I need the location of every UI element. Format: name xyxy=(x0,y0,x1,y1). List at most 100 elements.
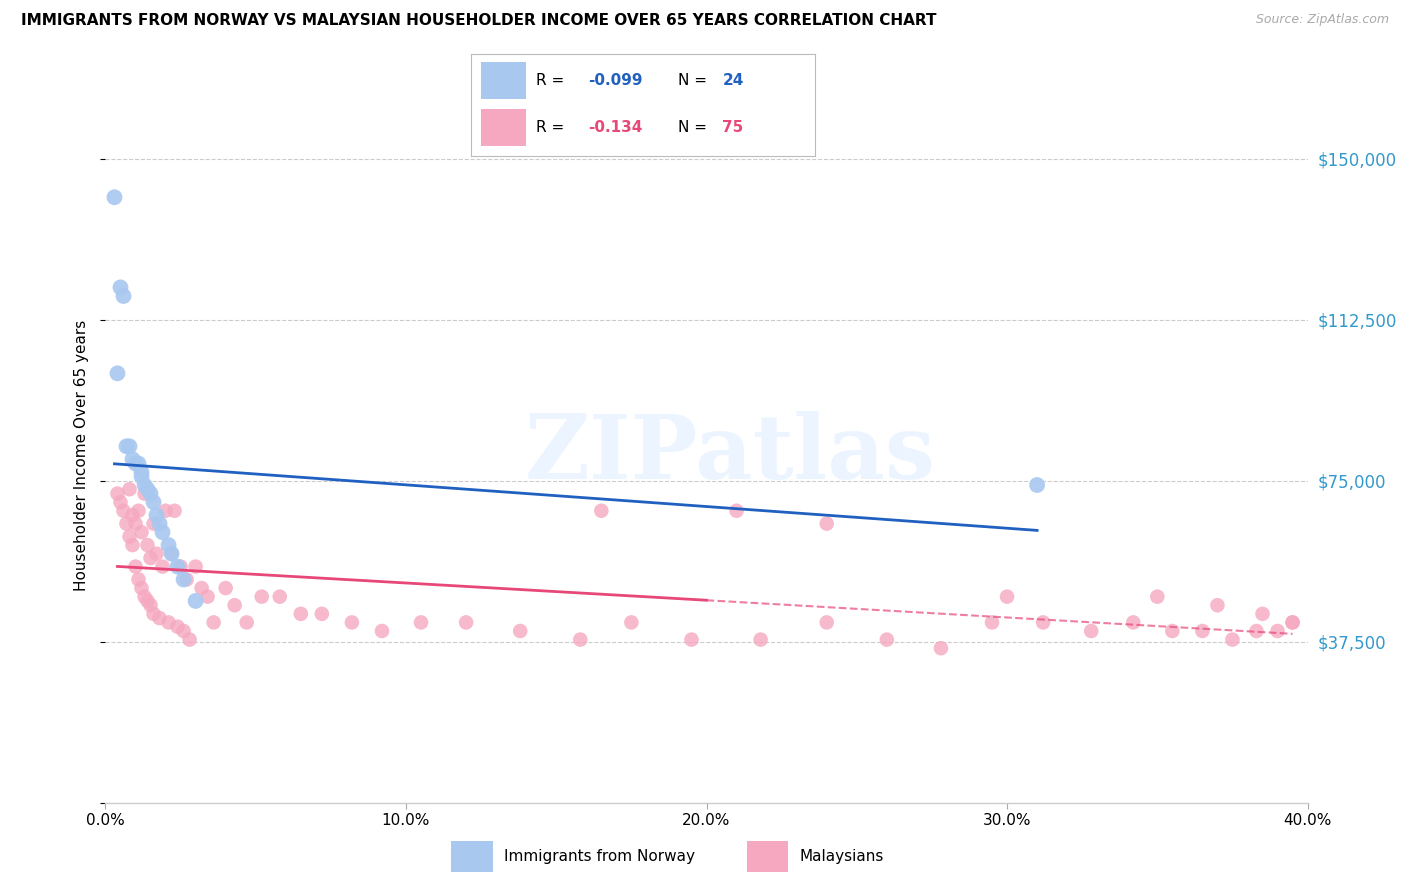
Point xyxy=(124,516,146,531)
Point xyxy=(202,615,225,630)
Point xyxy=(929,641,952,656)
Point xyxy=(118,439,141,453)
Point xyxy=(139,551,162,566)
Point xyxy=(142,516,165,531)
Point xyxy=(131,469,153,483)
Point xyxy=(1161,624,1184,638)
Point xyxy=(214,581,236,595)
Point xyxy=(569,632,592,647)
Point xyxy=(995,590,1018,604)
Text: N =: N = xyxy=(678,120,711,135)
Bar xyxy=(481,62,526,99)
Point xyxy=(1122,615,1144,630)
Point xyxy=(620,615,643,630)
Bar xyxy=(451,840,492,872)
Text: R =: R = xyxy=(537,72,569,87)
Point xyxy=(290,607,312,621)
Point xyxy=(131,581,153,595)
Point xyxy=(121,538,143,552)
Point xyxy=(160,547,183,561)
Point xyxy=(112,289,135,303)
Text: 24: 24 xyxy=(723,72,744,87)
Point xyxy=(128,504,150,518)
Text: ZIPatlas: ZIPatlas xyxy=(524,411,936,499)
Point xyxy=(155,504,177,518)
Point xyxy=(107,486,129,500)
Point xyxy=(110,495,132,509)
Point xyxy=(118,529,141,543)
Point xyxy=(1206,599,1229,613)
Point xyxy=(157,538,180,552)
Point xyxy=(224,599,246,613)
Point xyxy=(166,559,188,574)
Point xyxy=(160,547,183,561)
Point xyxy=(681,632,703,647)
Point xyxy=(124,559,146,574)
Point xyxy=(115,516,138,531)
Point xyxy=(134,478,156,492)
Point xyxy=(190,581,212,595)
Point xyxy=(134,486,156,500)
Point xyxy=(1032,615,1054,630)
Point xyxy=(1267,624,1289,638)
Text: N =: N = xyxy=(678,72,711,87)
Point xyxy=(115,439,138,453)
Point xyxy=(311,607,333,621)
Point xyxy=(148,611,170,625)
Text: Source: ZipAtlas.com: Source: ZipAtlas.com xyxy=(1256,13,1389,27)
Point xyxy=(1080,624,1102,638)
Point xyxy=(136,483,159,497)
Text: -0.099: -0.099 xyxy=(588,72,643,87)
Point xyxy=(591,504,613,518)
Text: -0.134: -0.134 xyxy=(588,120,643,135)
Point xyxy=(179,632,201,647)
Point xyxy=(1251,607,1274,621)
Point xyxy=(124,457,146,471)
Point xyxy=(173,624,195,638)
Point xyxy=(169,559,191,574)
Point xyxy=(749,632,772,647)
Point xyxy=(509,624,531,638)
Text: Malaysians: Malaysians xyxy=(800,849,884,863)
Point xyxy=(340,615,363,630)
Bar xyxy=(481,109,526,145)
Point xyxy=(269,590,291,604)
Point xyxy=(876,632,898,647)
Point xyxy=(121,508,143,522)
Point xyxy=(145,508,167,522)
Point xyxy=(1246,624,1268,638)
Point xyxy=(112,504,135,518)
Point xyxy=(981,615,1004,630)
Point xyxy=(139,486,162,500)
Bar xyxy=(747,840,787,872)
Point xyxy=(176,573,198,587)
Point xyxy=(103,190,125,204)
Point xyxy=(250,590,273,604)
Point xyxy=(128,573,150,587)
Point xyxy=(152,559,174,574)
Point xyxy=(815,615,838,630)
Point xyxy=(184,559,207,574)
Text: Immigrants from Norway: Immigrants from Norway xyxy=(505,849,696,863)
Point xyxy=(163,504,186,518)
Point xyxy=(1281,615,1303,630)
Point xyxy=(197,590,219,604)
Point xyxy=(235,615,257,630)
Point xyxy=(142,495,165,509)
Text: IMMIGRANTS FROM NORWAY VS MALAYSIAN HOUSEHOLDER INCOME OVER 65 YEARS CORRELATION: IMMIGRANTS FROM NORWAY VS MALAYSIAN HOUS… xyxy=(21,13,936,29)
Point xyxy=(110,280,132,294)
Point xyxy=(131,465,153,479)
Point xyxy=(134,590,156,604)
Point xyxy=(815,516,838,531)
Text: R =: R = xyxy=(537,120,575,135)
Point xyxy=(139,599,162,613)
Point xyxy=(136,594,159,608)
Point xyxy=(184,594,207,608)
Point xyxy=(157,615,180,630)
Point xyxy=(1281,615,1303,630)
Point xyxy=(145,547,167,561)
Point xyxy=(166,620,188,634)
Point xyxy=(152,525,174,540)
Point xyxy=(409,615,432,630)
Point xyxy=(148,516,170,531)
